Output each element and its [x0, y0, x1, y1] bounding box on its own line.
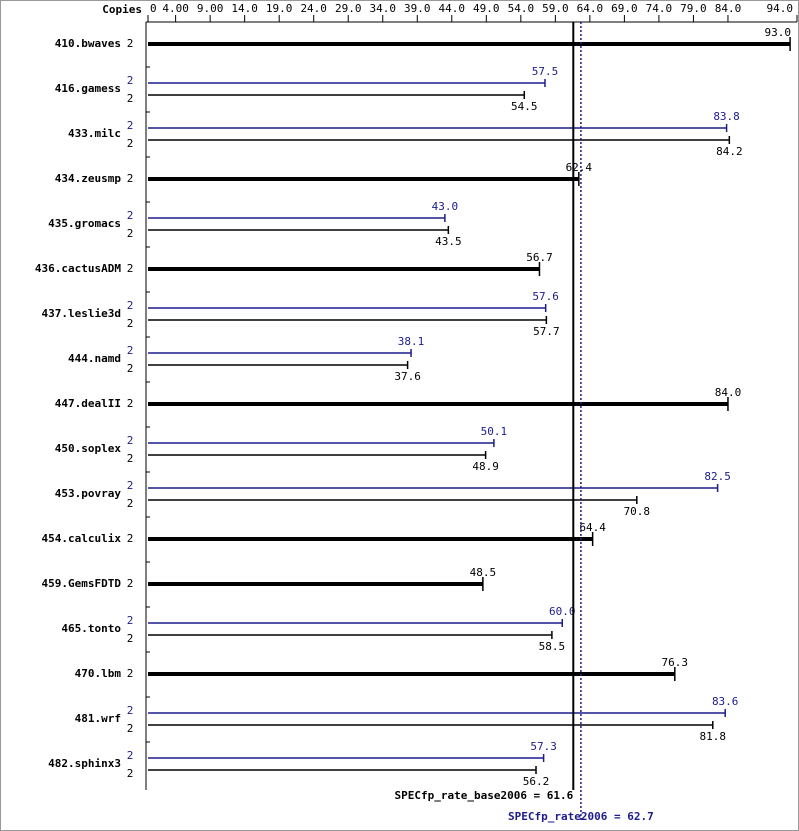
copies: 2 — [127, 209, 134, 222]
copies: 2 — [127, 299, 134, 312]
x-tick-label: 39.0 — [404, 2, 431, 15]
benchmark-name: 453.povray — [55, 487, 122, 500]
copies: 2 — [127, 92, 134, 105]
benchmark-name: 465.tonto — [61, 622, 121, 635]
value-label: 60.0 — [549, 605, 576, 618]
value-label: 84.2 — [716, 145, 743, 158]
copies: 2 — [127, 452, 134, 465]
value-label: 76.3 — [662, 656, 689, 669]
value-label: 57.6 — [532, 290, 559, 303]
x-tick-label: 24.0 — [300, 2, 327, 15]
benchmark-name: 416.gamess — [55, 82, 121, 95]
x-tick-label: 69.0 — [611, 2, 638, 15]
value-label: 38.1 — [398, 335, 425, 348]
value-label: 43.5 — [435, 235, 462, 248]
x-tick-label: 0 — [150, 2, 157, 15]
x-tick-label: 4.00 — [162, 2, 189, 15]
value-label: 64.4 — [579, 521, 606, 534]
benchmark-name: 436.cactusADM — [35, 262, 121, 275]
copies: 2 — [127, 172, 134, 185]
copies: 2 — [127, 497, 134, 510]
x-tick-label: 54.0 — [508, 2, 535, 15]
x-tick-label: 29.0 — [335, 2, 362, 15]
x-tick-label: 94.0 — [767, 2, 794, 15]
benchmark-name: 434.zeusmp — [55, 172, 122, 185]
value-label: 57.5 — [532, 65, 559, 78]
x-tick-label: 14.0 — [231, 2, 258, 15]
copies: 2 — [127, 749, 134, 762]
copies: 2 — [127, 577, 134, 590]
benchmark-name: 482.sphinx3 — [48, 757, 121, 770]
value-label: 82.5 — [704, 470, 731, 483]
x-tick-label: 49.0 — [473, 2, 500, 15]
copies: 2 — [127, 262, 134, 275]
copies: 2 — [127, 397, 134, 410]
benchmark-name: 481.wrf — [75, 712, 121, 725]
benchmark-name: 433.milc — [68, 127, 121, 140]
reference-label: SPECfp_rate2006 = 62.7 — [508, 810, 654, 823]
value-label: 56.2 — [523, 775, 550, 788]
copies: 2 — [127, 532, 134, 545]
value-label: 93.0 — [765, 26, 792, 39]
value-label: 56.7 — [526, 251, 553, 264]
x-tick-label: 9.00 — [197, 2, 224, 15]
x-tick-label: 34.0 — [369, 2, 396, 15]
copies: 2 — [127, 227, 134, 240]
copies: 2 — [127, 614, 134, 627]
value-label: 48.5 — [470, 566, 497, 579]
copies: 2 — [127, 767, 134, 780]
benchmark-name: 410.bwaves — [55, 37, 121, 50]
copies: 2 — [127, 137, 134, 150]
copies: 2 — [127, 74, 134, 87]
benchmark-name: 459.GemsFDTD — [42, 577, 122, 590]
x-tick-label: 19.0 — [266, 2, 293, 15]
value-label: 43.0 — [432, 200, 459, 213]
x-tick-label: 64.0 — [577, 2, 604, 15]
benchmark-name: 450.soplex — [55, 442, 122, 455]
copies: 2 — [127, 479, 134, 492]
value-label: 37.6 — [394, 370, 421, 383]
copies: 2 — [127, 317, 134, 330]
benchmark-name: 454.calculix — [42, 532, 122, 545]
value-label: 57.3 — [530, 740, 557, 753]
copies: 2 — [127, 632, 134, 645]
benchmark-name: 447.dealII — [55, 397, 121, 410]
copies: 2 — [127, 704, 134, 717]
value-label: 58.5 — [539, 640, 566, 653]
value-label: 83.6 — [712, 695, 739, 708]
benchmark-name: 444.namd — [68, 352, 121, 365]
benchmark-name: 470.lbm — [75, 667, 122, 680]
value-label: 81.8 — [700, 730, 727, 743]
value-label: 83.8 — [713, 110, 740, 123]
value-label: 48.9 — [472, 460, 499, 473]
x-tick-label: 79.0 — [680, 2, 707, 15]
copies: 2 — [127, 722, 134, 735]
copies: 2 — [127, 37, 134, 50]
benchmark-name: 437.leslie3d — [42, 307, 121, 320]
copies: 2 — [127, 362, 134, 375]
value-label: 50.1 — [481, 425, 508, 438]
copies: 2 — [127, 667, 134, 680]
x-tick-label: 74.0 — [646, 2, 673, 15]
x-tick-label: 44.0 — [439, 2, 466, 15]
value-label: 70.8 — [624, 505, 651, 518]
reference-label: SPECfp_rate_base2006 = 61.6 — [394, 789, 573, 802]
value-label: 54.5 — [511, 100, 538, 113]
copies: 2 — [127, 434, 134, 447]
benchmark-name: 435.gromacs — [48, 217, 121, 230]
value-label: 62.4 — [566, 161, 593, 174]
value-label: 84.0 — [715, 386, 742, 399]
x-tick-label: 84.0 — [715, 2, 742, 15]
x-tick-label: 59.0 — [542, 2, 569, 15]
value-label: 57.7 — [533, 325, 560, 338]
copies: 2 — [127, 119, 134, 132]
copies-header: Copies — [102, 3, 142, 16]
copies: 2 — [127, 344, 134, 357]
